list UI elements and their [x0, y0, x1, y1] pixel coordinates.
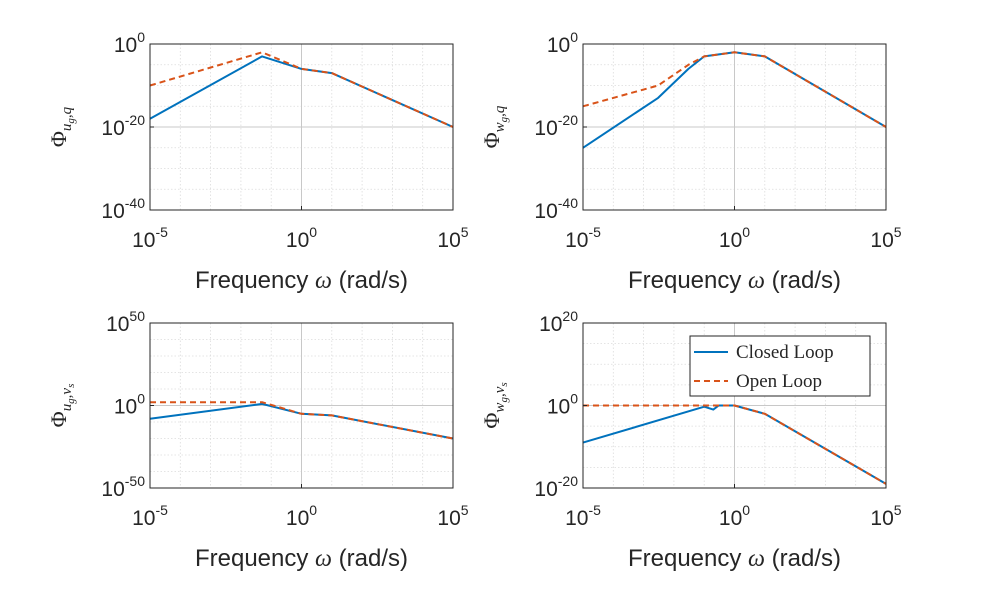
x-tick-label: 105 — [870, 502, 901, 530]
x-tick-label: 105 — [870, 224, 901, 252]
series-line-open-loop — [149, 51, 454, 128]
x-tick-label: 105 — [437, 224, 468, 252]
panel-bottom-left: 10-5 100 105 10-50 100 1050 Frequency ω (rad/s… — [46, 308, 469, 572]
y-tick-label: 100 — [547, 391, 578, 419]
x-tick-label: 105 — [437, 502, 468, 530]
series-line-open-loop — [582, 51, 887, 128]
y-tick-label: 10-20 — [534, 112, 578, 140]
x-tick-label: 100 — [719, 224, 750, 252]
y-tick-label: 100 — [547, 29, 578, 57]
y-tick-label: 10-40 — [101, 195, 145, 223]
x-axis-label: Frequency ω (rad/s) — [628, 545, 841, 572]
y-tick-label: 100 — [114, 391, 145, 419]
x-tick-label: 10-5 — [132, 502, 168, 530]
legend-box — [689, 335, 871, 397]
y-axis-label: Φwg,vs — [479, 382, 510, 428]
x-tick-label: 100 — [286, 502, 317, 530]
y-axis-label: Φwg,q — [479, 105, 510, 148]
y-tick-label: 1020 — [539, 308, 578, 336]
x-axis-label: Frequency ω (rad/s) — [628, 267, 841, 294]
series-line-open-loop — [583, 404, 887, 485]
x-tick-label: 10-5 — [565, 502, 601, 530]
x-tick-label: 100 — [719, 502, 750, 530]
y-tick-label: 10-50 — [101, 473, 145, 501]
legend: Closed Loop Open Loop — [689, 335, 871, 397]
y-tick-label: 10-20 — [534, 473, 578, 501]
y-tick-label: 1050 — [106, 308, 145, 336]
panel-top-right: 10-5 100 105 10-40 10-20 100 Frequency ω (rad/… — [479, 29, 902, 294]
x-axis-label: Frequency ω (rad/s) — [195, 267, 408, 294]
x-axis-label: Frequency ω (rad/s) — [195, 545, 408, 572]
y-axis-label: Φug,vs — [46, 384, 77, 428]
legend-label: Closed Loop — [736, 342, 834, 363]
panel-top-left: 10-5 100 105 10-40 10-20 100 Frequency ω (rad/… — [46, 29, 469, 294]
x-tick-label: 100 — [286, 224, 317, 252]
x-tick-label: 10-5 — [565, 224, 601, 252]
y-axis-label: Φug,q — [46, 106, 77, 147]
x-tick-label: 10-5 — [132, 224, 168, 252]
series-line-open-loop — [150, 401, 454, 440]
legend-label: Open Loop — [736, 371, 822, 392]
y-tick-label: 10-40 — [534, 195, 578, 223]
y-tick-label: 100 — [114, 29, 145, 57]
y-tick-label: 10-20 — [101, 112, 145, 140]
